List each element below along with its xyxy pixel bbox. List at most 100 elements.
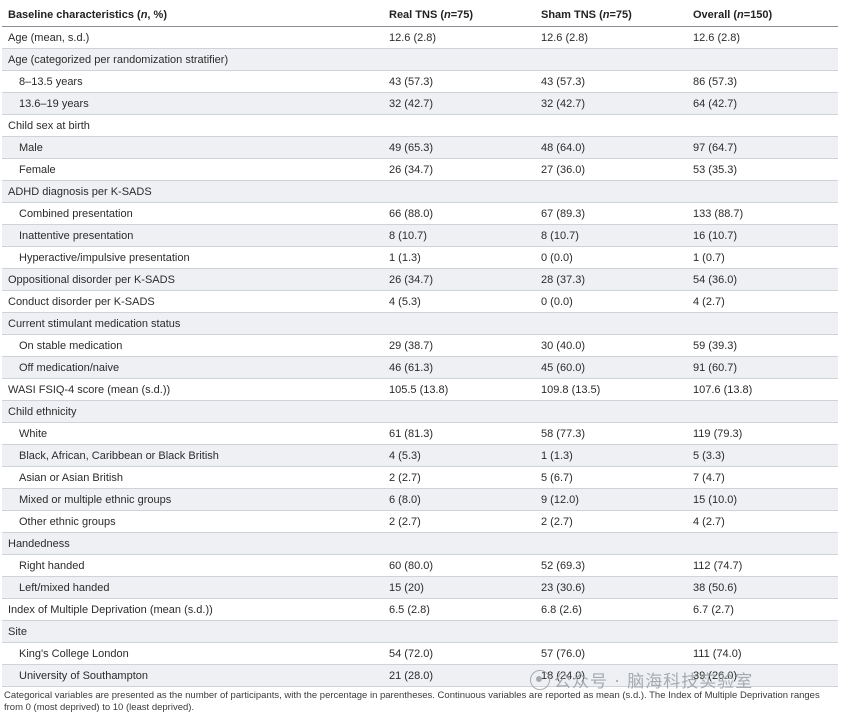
cell-real-tns: 4 (5.3) (383, 290, 535, 313)
cell-overall: 16 (10.7) (687, 224, 838, 247)
row-label: Child ethnicity (2, 400, 383, 423)
cell-real-tns: 4 (5.3) (383, 444, 535, 467)
row-label: Combined presentation (2, 202, 383, 225)
cell-overall: 39 (26.0) (687, 664, 838, 687)
table-row: King's College London 54 (72.0) 57 (76.0) 1… (2, 642, 838, 665)
table-row: Hyperactive/impulsive presentation 1 (1.3… (2, 246, 838, 269)
row-label: Black, African, Caribbean or Black Briti… (2, 444, 383, 467)
row-label: Conduct disorder per K-SADS (2, 290, 383, 313)
cell-overall: 1 (0.7) (687, 246, 838, 269)
table-row: Off medication/naive 46 (61.3) 45 (60.0) 91… (2, 356, 838, 379)
header-real-tns: Real TNS (n=75) (383, 4, 535, 27)
header-sham-tns: Sham TNS (n=75) (535, 4, 687, 27)
cell-sham-tns: 45 (60.0) (535, 356, 687, 379)
table-footnote: Categorical variables are presented as t… (4, 690, 820, 713)
cell-sham-tns (535, 48, 687, 71)
cell-overall (687, 312, 838, 335)
cell-real-tns: 15 (20) (383, 576, 535, 599)
baseline-characteristics-table-wrap: Baseline characteristics (n, %) Real TNS… (2, 4, 838, 687)
cell-sham-tns (535, 114, 687, 137)
row-label: Asian or Asian British (2, 466, 383, 489)
row-label: Age (categorized per randomization strat… (2, 48, 383, 71)
cell-real-tns: 1 (1.3) (383, 246, 535, 269)
cell-overall (687, 532, 838, 555)
cell-real-tns: 12.6 (2.8) (383, 26, 535, 49)
table-row: Right handed 60 (80.0) 52 (69.3) 112 (74.7) (2, 554, 838, 577)
row-label: On stable medication (2, 334, 383, 357)
cell-sham-tns: 28 (37.3) (535, 268, 687, 291)
cell-real-tns: 2 (2.7) (383, 510, 535, 533)
cell-sham-tns: 9 (12.0) (535, 488, 687, 511)
baseline-characteristics-table: Baseline characteristics (n, %) Real TNS… (2, 4, 838, 687)
row-label: ADHD diagnosis per K-SADS (2, 180, 383, 203)
row-label: King's College London (2, 642, 383, 665)
cell-sham-tns: 57 (76.0) (535, 642, 687, 665)
cell-sham-tns: 5 (6.7) (535, 466, 687, 489)
cell-overall (687, 180, 838, 203)
cell-real-tns (383, 620, 535, 643)
table-header-row: Baseline characteristics (n, %) Real TNS… (2, 4, 838, 27)
cell-overall: 4 (2.7) (687, 510, 838, 533)
cell-sham-tns: 52 (69.3) (535, 554, 687, 577)
table-row: White 61 (81.3) 58 (77.3) 119 (79.3) (2, 422, 838, 445)
row-label: Handedness (2, 532, 383, 555)
cell-real-tns: 21 (28.0) (383, 664, 535, 687)
cell-overall: 59 (39.3) (687, 334, 838, 357)
table-row: 8–13.5 years 43 (57.3) 43 (57.3) 86 (57.3) (2, 70, 838, 93)
cell-sham-tns (535, 532, 687, 555)
cell-sham-tns: 0 (0.0) (535, 290, 687, 313)
table-row: Mixed or multiple ethnic groups 6 (8.0) 9 … (2, 488, 838, 511)
cell-real-tns: 46 (61.3) (383, 356, 535, 379)
cell-real-tns: 26 (34.7) (383, 268, 535, 291)
table-row: Oppositional disorder per K-SADS 26 (34.7… (2, 268, 838, 291)
row-label: Inattentive presentation (2, 224, 383, 247)
cell-sham-tns: 109.8 (13.5) (535, 378, 687, 401)
cell-real-tns (383, 48, 535, 71)
cell-overall: 54 (36.0) (687, 268, 838, 291)
table-row: Male 49 (65.3) 48 (64.0) 97 (64.7) (2, 136, 838, 159)
cell-overall (687, 620, 838, 643)
cell-overall: 38 (50.6) (687, 576, 838, 599)
cell-real-tns: 29 (38.7) (383, 334, 535, 357)
cell-overall: 15 (10.0) (687, 488, 838, 511)
cell-real-tns: 49 (65.3) (383, 136, 535, 159)
cell-real-tns: 8 (10.7) (383, 224, 535, 247)
cell-real-tns (383, 114, 535, 137)
row-label: Male (2, 136, 383, 159)
table-row: Asian or Asian British 2 (2.7) 5 (6.7) 7 (4… (2, 466, 838, 489)
cell-overall: 53 (35.3) (687, 158, 838, 181)
table-row: Age (mean, s.d.) 12.6 (2.8) 12.6 (2.8) 12.6… (2, 26, 838, 49)
cell-real-tns: 6 (8.0) (383, 488, 535, 511)
cell-sham-tns (535, 180, 687, 203)
table-row: University of Southampton 21 (28.0) 18 (24… (2, 664, 838, 687)
table-row: Other ethnic groups 2 (2.7) 2 (2.7) 4 (2.7) (2, 510, 838, 533)
cell-overall: 91 (60.7) (687, 356, 838, 379)
cell-overall: 119 (79.3) (687, 422, 838, 445)
cell-sham-tns: 1 (1.3) (535, 444, 687, 467)
table-row: Child ethnicity (2, 400, 838, 423)
cell-overall: 107.6 (13.8) (687, 378, 838, 401)
cell-overall: 4 (2.7) (687, 290, 838, 313)
cell-sham-tns: 43 (57.3) (535, 70, 687, 93)
cell-overall: 6.7 (2.7) (687, 598, 838, 621)
cell-overall (687, 48, 838, 71)
cell-real-tns: 54 (72.0) (383, 642, 535, 665)
cell-real-tns: 60 (80.0) (383, 554, 535, 577)
table-row: Female 26 (34.7) 27 (36.0) 53 (35.3) (2, 158, 838, 181)
cell-overall: 112 (74.7) (687, 554, 838, 577)
cell-sham-tns: 23 (30.6) (535, 576, 687, 599)
row-label: Oppositional disorder per K-SADS (2, 268, 383, 291)
cell-real-tns (383, 180, 535, 203)
cell-sham-tns: 0 (0.0) (535, 246, 687, 269)
cell-overall: 97 (64.7) (687, 136, 838, 159)
cell-real-tns (383, 532, 535, 555)
cell-overall: 64 (42.7) (687, 92, 838, 115)
cell-overall: 7 (4.7) (687, 466, 838, 489)
table-body: Age (mean, s.d.) 12.6 (2.8) 12.6 (2.8) 12.6… (2, 26, 838, 687)
row-label: 8–13.5 years (2, 70, 383, 93)
row-label: Child sex at birth (2, 114, 383, 137)
cell-sham-tns: 58 (77.3) (535, 422, 687, 445)
cell-real-tns: 43 (57.3) (383, 70, 535, 93)
cell-sham-tns: 12.6 (2.8) (535, 26, 687, 49)
cell-overall: 12.6 (2.8) (687, 26, 838, 49)
